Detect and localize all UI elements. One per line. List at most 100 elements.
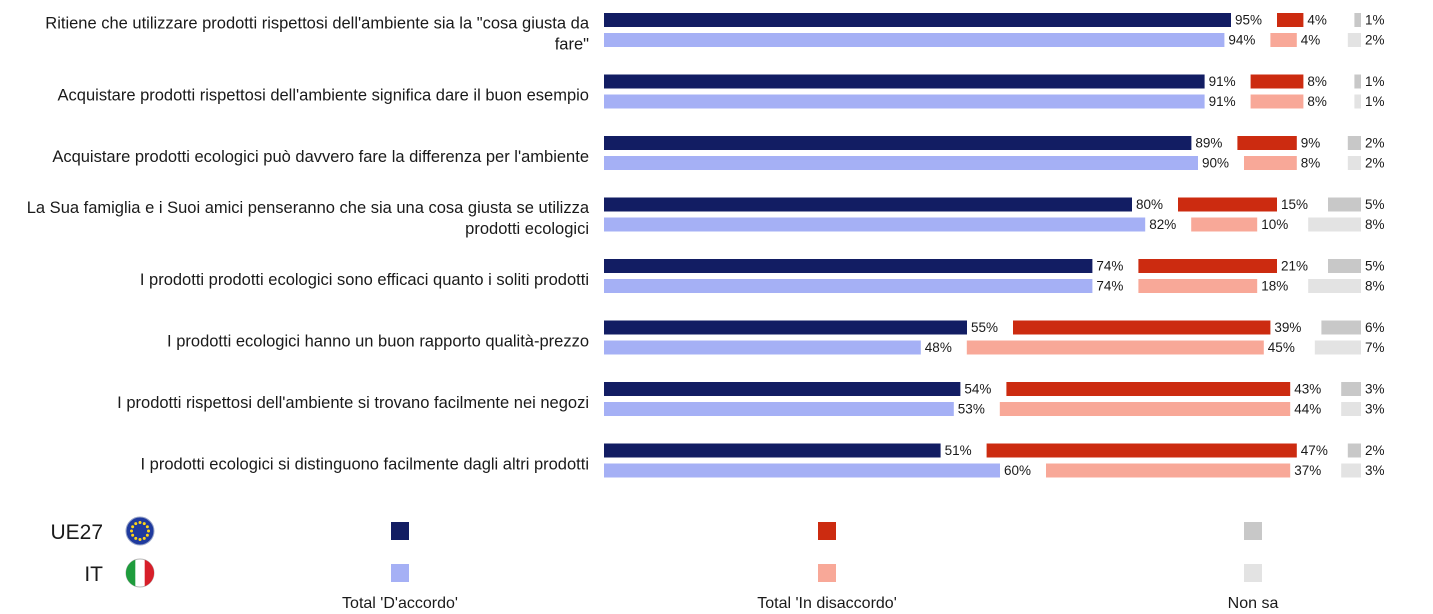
agree-value-label: 55% xyxy=(971,320,998,335)
disagree-bar xyxy=(966,340,1264,355)
disagree-bar xyxy=(1006,382,1291,396)
dont-know-bar xyxy=(1354,13,1361,27)
category-label: La Sua famiglia e i Suoi amici penserann… xyxy=(27,199,590,217)
disagree-bar xyxy=(1013,320,1271,335)
italy-flag-red xyxy=(144,559,155,587)
agree-value-label: 51% xyxy=(945,443,972,458)
agree-bar xyxy=(604,382,961,396)
disagree-value-label: 21% xyxy=(1281,259,1308,274)
disagree-value-label: 8% xyxy=(1301,156,1321,171)
category-label: fare" xyxy=(555,36,589,54)
disagree-value-label: 8% xyxy=(1307,74,1327,89)
dont-know-value-label: 3% xyxy=(1365,463,1385,478)
dont-know-value-label: 5% xyxy=(1365,259,1385,274)
disagree-bar xyxy=(1138,259,1277,273)
agree-value-label: 89% xyxy=(1195,136,1222,151)
agree-value-label: 91% xyxy=(1209,94,1236,109)
disagree-bar xyxy=(1277,13,1304,27)
dont-know-value-label: 6% xyxy=(1365,320,1385,335)
dont-know-value-label: 8% xyxy=(1365,279,1385,294)
dont-know-value-label: 5% xyxy=(1365,197,1385,212)
disagree-value-label: 37% xyxy=(1294,463,1321,478)
dont-know-value-label: 2% xyxy=(1365,136,1385,151)
disagree-value-label: 4% xyxy=(1301,33,1321,48)
dont-know-value-label: 2% xyxy=(1365,33,1385,48)
disagree-bar xyxy=(1270,33,1297,47)
dont-know-value-label: 3% xyxy=(1365,382,1385,397)
eu-flag-star xyxy=(142,536,146,540)
dont-know-value-label: 7% xyxy=(1365,340,1385,355)
eu-flag-star xyxy=(131,525,135,529)
agree-value-label: 91% xyxy=(1209,74,1236,89)
agree-bar xyxy=(604,443,941,458)
eu-flag-star xyxy=(145,525,149,529)
category-label: Acquistare prodotti rispettosi dell'ambi… xyxy=(58,87,589,105)
eu-flag-star xyxy=(130,529,133,533)
agree-bar xyxy=(604,94,1205,109)
dont-know-value-label: 1% xyxy=(1365,74,1385,89)
category-label: I prodotti rispettosi dell'ambiente si t… xyxy=(117,394,589,412)
dont-know-value-label: 2% xyxy=(1365,156,1385,171)
dont-know-bar xyxy=(1308,217,1361,232)
dont-know-bar xyxy=(1347,156,1361,170)
agree-bar xyxy=(604,402,954,416)
agree-bar xyxy=(604,197,1132,212)
legend-swatch xyxy=(1244,522,1262,540)
disagree-value-label: 43% xyxy=(1294,382,1321,397)
agree-bar xyxy=(604,340,921,355)
legend-swatch xyxy=(818,522,836,540)
dont-know-value-label: 1% xyxy=(1365,94,1385,109)
legend-swatch xyxy=(1244,564,1262,582)
legend-group-label: Total 'D'accordo' xyxy=(342,595,458,612)
agree-bar xyxy=(604,74,1205,89)
agree-value-label: 53% xyxy=(958,402,985,417)
agree-value-label: 48% xyxy=(925,340,952,355)
dont-know-bar xyxy=(1321,320,1361,335)
agree-bar xyxy=(604,463,1000,478)
disagree-bar xyxy=(1244,156,1297,170)
agree-value-label: 95% xyxy=(1235,13,1262,28)
disagree-value-label: 10% xyxy=(1261,217,1288,232)
category-label: I prodotti ecologici hanno un buon rappo… xyxy=(167,333,589,351)
disagree-bar xyxy=(1237,136,1297,150)
dont-know-bar xyxy=(1341,463,1361,478)
eu-flag-star xyxy=(131,533,135,537)
disagree-bar xyxy=(1138,279,1258,293)
agree-bar xyxy=(604,136,1192,150)
agree-bar xyxy=(604,320,967,335)
agree-bar xyxy=(604,156,1198,170)
agree-value-label: 74% xyxy=(1096,279,1123,294)
disagree-bar xyxy=(986,443,1297,458)
disagree-value-label: 8% xyxy=(1307,94,1327,109)
eu-flag-star xyxy=(138,521,142,524)
legend-country-label: UE27 xyxy=(50,521,103,544)
agree-bar xyxy=(604,279,1093,293)
dont-know-bar xyxy=(1347,443,1361,458)
dont-know-value-label: 8% xyxy=(1365,217,1385,232)
disagree-value-label: 44% xyxy=(1294,402,1321,417)
agree-value-label: 74% xyxy=(1096,259,1123,274)
eu-flag-icon xyxy=(125,516,155,546)
dont-know-bar xyxy=(1347,33,1361,47)
agree-bar xyxy=(604,33,1225,47)
dont-know-value-label: 3% xyxy=(1365,402,1385,417)
disagree-value-label: 15% xyxy=(1281,197,1308,212)
disagree-bar xyxy=(1250,94,1304,109)
agree-bar xyxy=(604,259,1093,273)
dont-know-value-label: 2% xyxy=(1365,443,1385,458)
legend-swatch xyxy=(391,564,409,582)
disagree-value-label: 9% xyxy=(1301,136,1321,151)
category-label: I prodotti ecologici si distinguono faci… xyxy=(141,456,590,474)
agree-value-label: 90% xyxy=(1202,156,1229,171)
agree-value-label: 54% xyxy=(964,382,991,397)
legend-group-label: Non sa xyxy=(1228,595,1279,612)
eu-flag-star xyxy=(138,538,142,541)
disagree-value-label: 39% xyxy=(1274,320,1301,335)
disagree-bar xyxy=(999,402,1291,416)
disagree-value-label: 4% xyxy=(1307,13,1327,28)
disagree-value-label: 47% xyxy=(1301,443,1328,458)
dont-know-bar xyxy=(1328,259,1361,273)
eu-flag-star xyxy=(142,522,146,526)
agree-value-label: 60% xyxy=(1004,463,1031,478)
